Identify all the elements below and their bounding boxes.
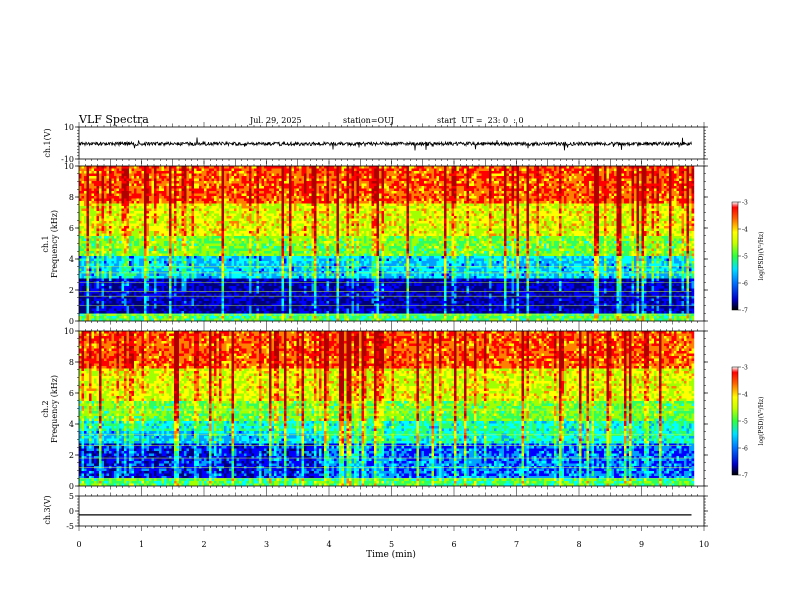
x-tick-label: 10 (699, 540, 709, 549)
ch2-colorbar-label: log(PSD)(V²/Hz) (758, 397, 765, 446)
s2-ytick-label: 4 (69, 420, 74, 429)
colorbar-tick-label: -7 (742, 308, 748, 315)
colorbar-tick-label: -3 (742, 200, 748, 207)
colorbar-tick-label: -6 (742, 446, 748, 453)
x-tick-label: 0 (76, 540, 81, 549)
ch2-spectrogram-panel (79, 331, 704, 486)
s2-ytick-label: 0 (69, 482, 74, 491)
header-date: Jul. 29, 2025 (249, 116, 302, 125)
s1-ytick-label: 8 (69, 193, 74, 202)
colorbar-tick-label: -5 (742, 419, 748, 426)
s2-ytick-label: 2 (69, 451, 74, 460)
colorbar-tick-label: -6 (742, 281, 748, 288)
s1-ytick-label: 0 (69, 317, 74, 326)
ch1-waveform-ylabel: ch.1(V) (43, 128, 52, 157)
ch1-spectrogram-ylabel-channel: ch.1 (41, 235, 50, 252)
header-start-time: start UT = 23: 0 : 0 (437, 116, 524, 125)
x-tick-label: 6 (451, 540, 456, 549)
colorbar-tick-label: -5 (742, 254, 748, 261)
figure-title: VLF Spectra (78, 113, 149, 126)
ch2-spectrogram-ylabel-channel: ch.2 (41, 400, 50, 417)
x-tick-label: 5 (389, 540, 394, 549)
w1-ytick-label: -10 (61, 155, 74, 164)
header-station: station=OUJ (343, 116, 394, 125)
x-tick-label: 8 (576, 540, 581, 549)
x-tick-label: 4 (326, 540, 331, 549)
w3-frame (78, 495, 705, 527)
x-axis-label: Time (min) (366, 549, 416, 560)
x-tick-label: 1 (139, 540, 144, 549)
ch3-waveform-ylabel: ch.3(V) (43, 495, 52, 524)
s1-ytick-label: 6 (69, 224, 74, 233)
s2-ytick-label: 6 (69, 389, 74, 398)
s1-ytick-label: 10 (64, 162, 74, 171)
ch2-colorbar: log(PSD)(V²/Hz) (731, 366, 765, 476)
w1-ytick-label: 10 (64, 123, 74, 132)
w1-frame (78, 126, 705, 160)
x-tick-label: 3 (264, 540, 269, 549)
w3-ytick-label: 5 (69, 492, 74, 501)
ch1-colorbar: log(PSD)(V²/Hz) (731, 201, 765, 311)
s1-ytick-label: 4 (69, 255, 74, 264)
x-tick-label: 9 (639, 540, 644, 549)
ch1-waveform-panel (79, 137, 692, 151)
ch2-spectrogram-ylabel-frequency: Frequency (kHz) (50, 375, 59, 443)
w3-ytick-label: -5 (66, 522, 74, 531)
w3-ytick-label: 0 (69, 507, 74, 516)
colorbar-tick-label: -3 (742, 365, 748, 372)
x-tick-label: 7 (514, 540, 519, 549)
s2-ytick-label: 8 (69, 358, 74, 367)
x-tick-label: 2 (201, 540, 206, 549)
colorbar-tick-label: -4 (742, 227, 748, 234)
ch1-spectrogram-panel (79, 166, 704, 321)
ch1-colorbar-label: log(PSD)(V²/Hz) (758, 232, 765, 281)
colorbar-tick-label: -7 (742, 473, 748, 480)
colorbar-ticks: -3 -4 -5 -6 -7 -3 -4 -5 -6 -7 (738, 200, 748, 480)
s2-ytick-label: 10 (64, 327, 74, 336)
ch1-spectrogram-ylabel-frequency: Frequency (kHz) (50, 210, 59, 278)
colorbar-tick-label: -4 (742, 392, 748, 399)
s1-ytick-label: 2 (69, 286, 74, 295)
